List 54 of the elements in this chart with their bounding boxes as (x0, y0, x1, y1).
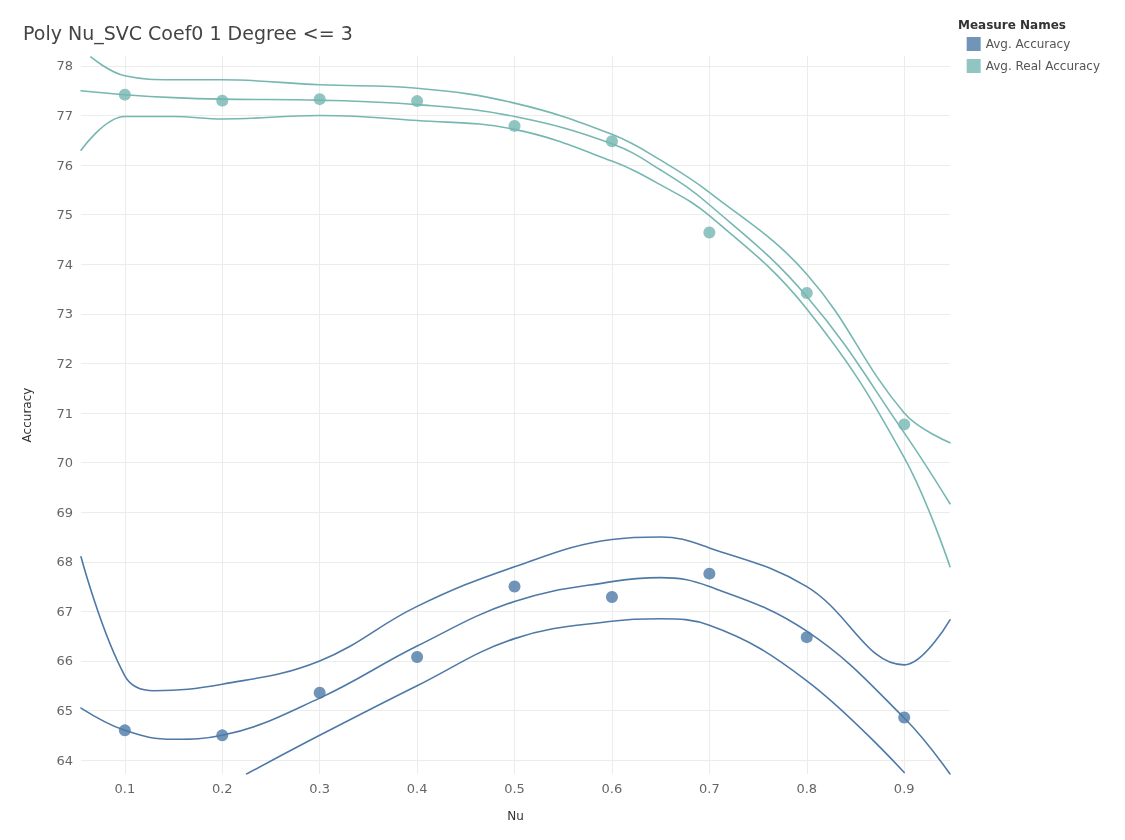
x-tick-label: 0.4 (406, 781, 428, 796)
y-tick-label: 73 (56, 306, 73, 322)
x-tick-label: 0.7 (699, 781, 720, 796)
chart-title: Poly Nu_SVC Coef0 1 Degree <= 3 (23, 21, 353, 45)
x-tick-label: 0.1 (114, 781, 136, 796)
y-axis-title: Accuracy (20, 387, 34, 443)
point (800, 287, 813, 300)
line-series (245, 618, 906, 775)
point (411, 95, 424, 108)
point (800, 631, 813, 644)
y-tick-label: 76 (56, 157, 73, 173)
x-tick-label: 0.6 (601, 781, 623, 796)
point (703, 567, 716, 580)
y-tick-label: 69 (56, 504, 73, 520)
point (605, 590, 618, 603)
y-tick-label: 65 (56, 703, 73, 719)
y-tick-label: 77 (56, 108, 73, 123)
x-tick-label: 0.2 (211, 781, 233, 796)
legend-label: Avg. Accuracy (985, 37, 1071, 51)
point (703, 226, 716, 239)
point (411, 650, 424, 663)
point (216, 94, 229, 107)
legend-title: Measure Names (957, 18, 1067, 32)
point (508, 580, 521, 593)
point (118, 88, 131, 101)
line-series (89, 56, 951, 444)
y-tick-label: 67 (56, 603, 73, 619)
point (898, 711, 911, 724)
x-tick-label: 0.8 (796, 781, 818, 796)
y-tick-label: 78 (56, 58, 73, 74)
x-tick-label: 0.5 (504, 781, 525, 796)
x-axis-title: Nu (507, 809, 524, 823)
y-tick-label: 64 (56, 752, 73, 768)
y-tick-label: 72 (56, 355, 73, 371)
point (898, 418, 911, 431)
y-tick-label: 70 (56, 455, 73, 471)
point (605, 135, 618, 148)
legend-label: Avg. Real Accuracy (985, 59, 1101, 73)
point (313, 686, 326, 699)
point (216, 729, 229, 742)
x-tick-label: 0.3 (309, 781, 331, 796)
point (508, 119, 521, 132)
point (313, 93, 326, 106)
point (118, 724, 131, 737)
line-series (80, 114, 951, 568)
x-tick-label: 0.9 (893, 781, 915, 796)
line-series (80, 576, 951, 775)
line-series (80, 89, 951, 505)
y-tick-label: 75 (56, 207, 73, 223)
y-tick-label: 71 (56, 405, 73, 421)
y-tick-label: 74 (56, 256, 73, 272)
y-tick-label: 68 (56, 554, 73, 570)
y-tick-label: 66 (56, 653, 73, 669)
line-series (80, 536, 951, 692)
